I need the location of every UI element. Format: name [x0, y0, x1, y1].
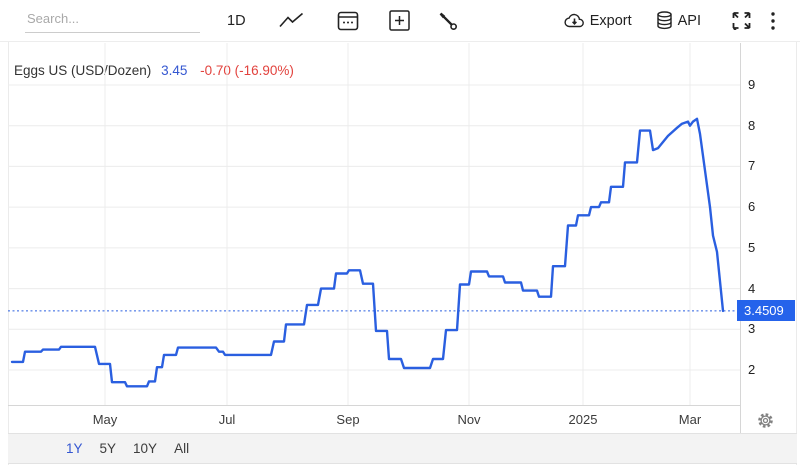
line-chart-icon — [278, 12, 304, 29]
price-series-line[interactable] — [10, 117, 725, 388]
axis-settings-button[interactable] — [754, 409, 777, 435]
range-selector-bar: 1Y 5Y 10Y All — [8, 433, 797, 464]
calendar-icon — [337, 10, 359, 31]
x-tick-label: Mar — [678, 412, 702, 427]
expand-icon — [731, 11, 752, 30]
chart-plot-area[interactable] — [8, 43, 740, 406]
kebab-menu-icon — [770, 11, 776, 31]
last-price: 3.45 — [161, 63, 188, 78]
range-button-10y[interactable]: 10Y — [133, 441, 158, 456]
search-input[interactable] — [25, 8, 200, 33]
toolbar-right-group: Export API — [564, 11, 800, 31]
interval-1d-button[interactable]: 1D — [227, 12, 246, 29]
y-tick-label: 2 — [748, 362, 756, 377]
x-tick-label: Sep — [336, 412, 360, 427]
range-button-1y[interactable]: 1Y — [66, 441, 83, 456]
x-tick-label: Jul — [218, 412, 236, 427]
cloud-download-icon — [564, 12, 590, 29]
chart-style-button[interactable] — [278, 12, 304, 29]
y-tick-label: 6 — [748, 199, 756, 215]
current-price-badge: 3.4509 — [737, 299, 795, 321]
plus-square-icon — [388, 10, 410, 31]
more-options-button[interactable] — [770, 11, 776, 31]
chart-settings-button[interactable] — [438, 11, 458, 31]
y-axis: 9 8 7 6 5 4 3 2 — [740, 43, 797, 433]
price-change: -0.70 (-16.90%) — [200, 63, 294, 78]
x-tick-label: 2025 — [568, 412, 598, 427]
y-tick-label: 4 — [748, 280, 756, 296]
fullscreen-button[interactable] — [731, 11, 752, 30]
y-tick-label: 7 — [748, 158, 756, 174]
range-button-all[interactable]: All — [174, 441, 190, 456]
database-icon — [656, 11, 678, 30]
export-button[interactable]: Export — [564, 12, 632, 29]
x-axis: May Jul Sep Nov 2025 Mar — [8, 405, 740, 433]
instrument-name: Eggs US (USD/Dozen) — [14, 63, 152, 78]
add-indicator-button[interactable] — [388, 10, 410, 31]
x-tick-label: Nov — [457, 412, 481, 427]
y-tick-label: 3 — [748, 321, 756, 337]
date-range-button[interactable] — [337, 10, 359, 31]
range-button-5y[interactable]: 5Y — [99, 441, 117, 456]
chart-header: Eggs US (USD/Dozen) 3.45 -0.70 (-16.90%) — [14, 63, 294, 78]
y-tick-label: 8 — [748, 117, 756, 133]
y-tick-label: 5 — [748, 239, 756, 255]
api-button[interactable]: API — [656, 11, 701, 30]
y-tick-label: 9 — [748, 77, 756, 92]
wrench-icon — [438, 11, 458, 31]
x-tick-label: May — [92, 412, 118, 427]
api-label: API — [677, 12, 701, 29]
gear-icon — [756, 413, 775, 433]
search-field-wrap — [25, 8, 200, 33]
top-toolbar: 1D — [0, 0, 800, 42]
export-label: Export — [589, 12, 632, 29]
